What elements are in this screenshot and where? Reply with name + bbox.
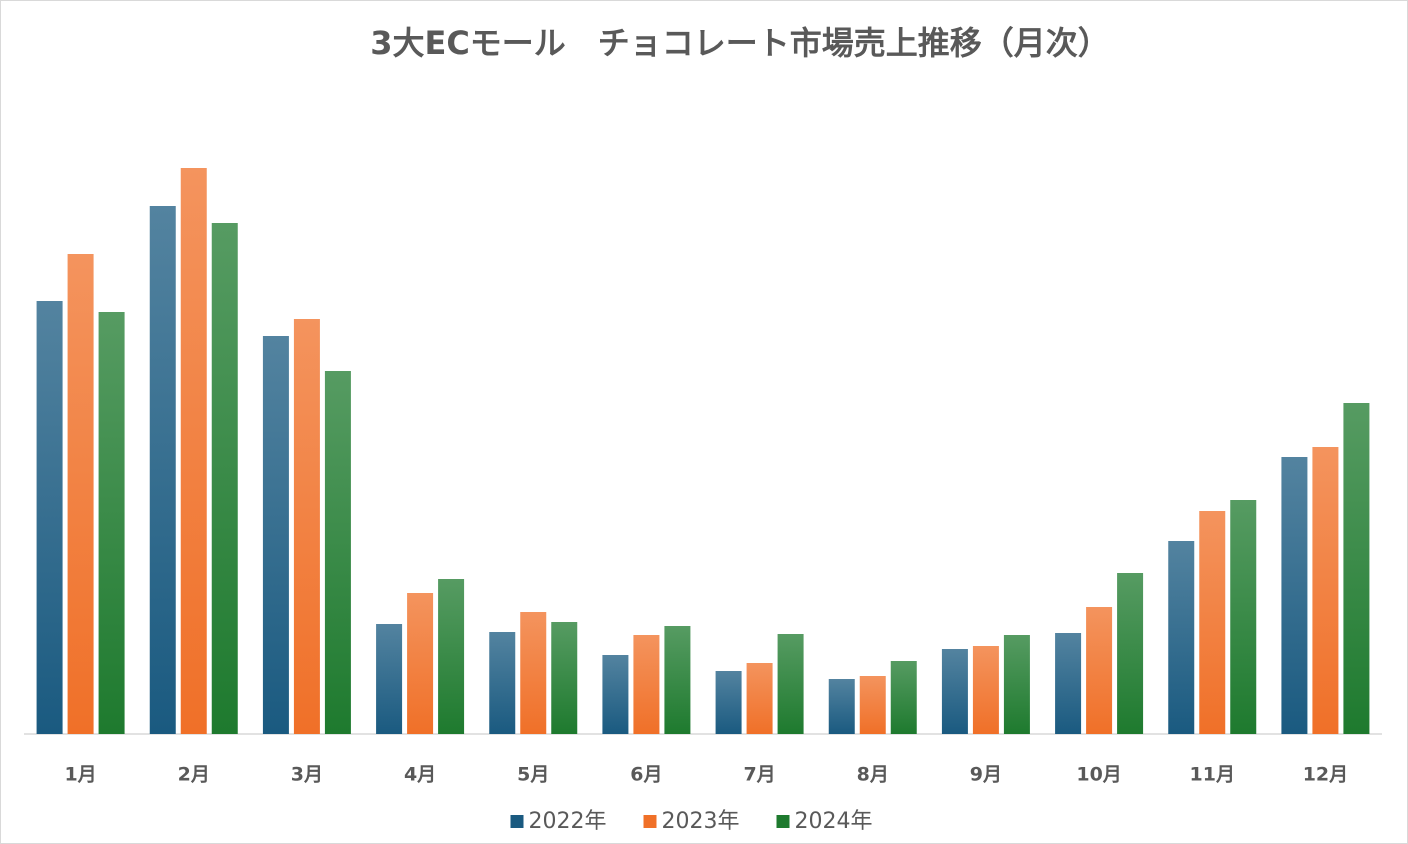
bar xyxy=(1343,403,1370,734)
bar xyxy=(520,612,547,734)
chart-title: 3大ECモール チョコレート市場売上推移（月次） xyxy=(370,24,1110,62)
bar xyxy=(1312,447,1339,734)
x-tick-label: 9月 xyxy=(970,764,1002,786)
legend-swatch xyxy=(643,815,657,828)
bar xyxy=(180,168,207,734)
legend-swatch xyxy=(776,815,790,828)
bar xyxy=(828,679,855,734)
bar xyxy=(407,593,434,734)
bar xyxy=(262,336,289,734)
bar xyxy=(664,626,691,734)
bar xyxy=(633,635,660,734)
legend-swatch xyxy=(510,815,524,828)
legend-label: 2023年 xyxy=(662,809,740,834)
bar xyxy=(67,254,94,734)
bar xyxy=(36,301,63,734)
bar xyxy=(149,206,176,734)
x-tick-label: 10月 xyxy=(1076,764,1121,786)
bar xyxy=(98,312,125,734)
legend-label: 2022年 xyxy=(529,809,607,834)
bar xyxy=(859,676,886,734)
x-tick-label: 4月 xyxy=(404,764,436,786)
x-tick-label: 2月 xyxy=(178,764,210,786)
bar xyxy=(1117,573,1144,734)
bar xyxy=(1281,457,1308,734)
bar xyxy=(941,649,968,734)
x-tick-label: 5月 xyxy=(517,764,549,786)
bar xyxy=(438,579,465,734)
x-tick-label: 6月 xyxy=(630,764,662,786)
bar xyxy=(1199,511,1226,734)
bar xyxy=(1230,500,1257,734)
bar xyxy=(376,624,403,734)
x-tick-label: 1月 xyxy=(64,764,96,786)
bar xyxy=(972,646,999,734)
legend-label: 2024年 xyxy=(795,809,873,834)
bar xyxy=(1168,541,1195,734)
x-tick-label: 7月 xyxy=(743,764,775,786)
bar xyxy=(293,319,320,734)
bar xyxy=(715,671,742,734)
bar xyxy=(1055,633,1082,734)
bar xyxy=(1003,635,1030,734)
bar xyxy=(211,223,238,734)
bar xyxy=(777,634,804,734)
bar xyxy=(489,632,516,734)
x-tick-label: 3月 xyxy=(291,764,323,786)
bar xyxy=(324,371,351,734)
bar xyxy=(746,663,773,734)
bar xyxy=(890,661,917,734)
bar xyxy=(602,655,629,734)
x-tick-label: 12月 xyxy=(1303,764,1348,786)
bar xyxy=(1086,607,1113,734)
x-tick-label: 8月 xyxy=(857,764,889,786)
x-tick-label: 11月 xyxy=(1190,764,1235,786)
bar xyxy=(551,622,578,734)
